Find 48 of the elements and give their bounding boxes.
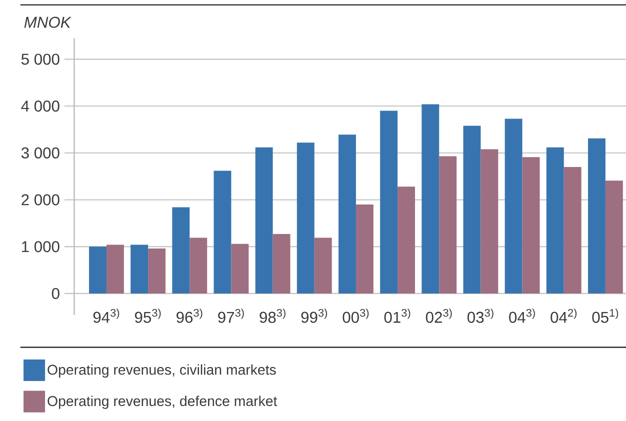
y-axis-title: MNOK (24, 16, 72, 28)
x-tick-label: 95$^{3)}$ (134, 308, 161, 324)
bar (380, 110, 398, 294)
bar (504, 118, 522, 294)
legend-label: Operating revenues, defence market (48, 396, 278, 410)
y-tick-label: 4 000 (21, 100, 60, 112)
bar (172, 207, 190, 294)
x-tick-label: 04$^{2)}$ (550, 308, 577, 324)
x-tick-label: 98$^{3)}$ (260, 308, 286, 324)
bar (190, 238, 208, 294)
bar (422, 104, 440, 294)
x-tick-label: 99$^{3)}$ (301, 308, 328, 324)
bar (214, 170, 232, 294)
bar (546, 147, 564, 294)
bar (130, 244, 148, 294)
y-tick-label: 0 (52, 288, 60, 300)
bar (398, 186, 416, 294)
bar (89, 246, 106, 294)
bar (338, 134, 356, 294)
bar (439, 156, 457, 294)
bar (272, 234, 290, 294)
bar (255, 147, 273, 294)
x-tick-label: 97$^{3)}$ (218, 308, 244, 324)
x-tick-label: 01$^{3)}$ (384, 308, 410, 324)
bar (564, 167, 582, 294)
bar (463, 126, 481, 294)
x-tick-label: 05$^{1)}$ (592, 308, 618, 324)
bar (148, 248, 166, 294)
y-tick-label: 1 000 (22, 241, 60, 252)
x-tick-label: 02$^{3)}$ (426, 308, 452, 324)
x-tick-label: 03$^{3)}$ (468, 308, 494, 324)
y-tick-label: 5 000 (21, 54, 60, 65)
y-tick-label: 3 000 (21, 148, 60, 159)
x-tick-label: 96$^{3)}$ (176, 308, 202, 324)
y-tick-label: 2 000 (22, 194, 60, 206)
x-tick-label: 94$^{3)}$ (93, 308, 120, 324)
bar (231, 244, 249, 294)
bar (296, 142, 314, 294)
legend-label: Operating revenues, civilian markets (48, 364, 276, 378)
bar (314, 238, 332, 294)
x-tick-label: 04$^{3)}$ (509, 308, 535, 324)
bar (522, 157, 540, 294)
bar (106, 244, 124, 294)
bar (605, 180, 623, 294)
x-tick-label: 00$^{3)}$ (342, 308, 369, 324)
bar (356, 204, 374, 294)
bar (588, 138, 606, 294)
bar (480, 149, 498, 294)
